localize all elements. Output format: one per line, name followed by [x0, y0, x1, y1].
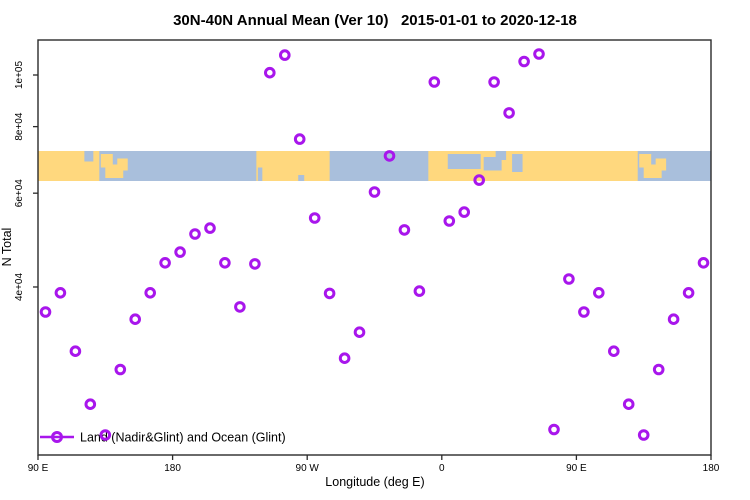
- data-point: [323, 287, 336, 300]
- plot-border: [37, 39, 712, 456]
- data-point: [533, 48, 545, 60]
- sea-patch: [447, 154, 481, 169]
- data-point: [159, 257, 171, 269]
- data-point: [398, 224, 411, 236]
- y-tick-label: 4e+04: [14, 273, 25, 302]
- data-point: [234, 301, 246, 313]
- data-point: [488, 76, 500, 88]
- sea-patch: [483, 157, 502, 171]
- data-point: [144, 287, 156, 299]
- sea-patch: [512, 154, 523, 172]
- data-point: [697, 257, 710, 269]
- data-point: [667, 313, 680, 326]
- sea-patch: [495, 151, 507, 160]
- data-point: [637, 429, 650, 441]
- x-axis: 90 E 180 90 W 0 90 E 180: [28, 455, 720, 474]
- map-band: [38, 151, 711, 181]
- island-patch: [100, 154, 113, 168]
- x-tick-label: 180: [164, 463, 181, 474]
- data-points: [39, 48, 710, 441]
- data-point: [204, 222, 216, 234]
- data-point: [99, 429, 112, 441]
- data-point: [129, 313, 141, 326]
- island-patch: [639, 154, 652, 168]
- data-point: [428, 76, 441, 88]
- y-tick-label: 8e+04: [14, 112, 25, 141]
- data-point: [518, 55, 530, 68]
- sea-patch: [298, 175, 305, 181]
- data-point: [682, 287, 695, 299]
- data-point: [338, 352, 351, 365]
- island-patch: [655, 158, 667, 171]
- data-point: [563, 273, 575, 285]
- land-segment: [256, 151, 330, 181]
- data-point: [293, 133, 306, 145]
- x-tick-label: 90 E: [566, 463, 587, 474]
- data-point: [548, 423, 560, 436]
- data-point: [264, 66, 276, 79]
- data-point: [69, 345, 82, 358]
- x-tick-label: 90 W: [296, 463, 320, 474]
- legend: Land (Nadir&Glint) and Ocean (Glint): [40, 431, 286, 445]
- data-point: [249, 258, 261, 270]
- data-point: [114, 363, 127, 376]
- x-tick-label: 0: [439, 463, 445, 474]
- data-point: [413, 285, 426, 297]
- x-axis-label: Longitude (deg E): [325, 475, 424, 489]
- data-point: [593, 287, 605, 299]
- data-point: [578, 306, 590, 318]
- x-tick-label: 180: [703, 463, 720, 474]
- data-point: [308, 212, 321, 224]
- data-point: [622, 398, 635, 411]
- data-point: [652, 363, 665, 376]
- y-tick-label: 1e+05: [14, 61, 25, 90]
- data-point: [608, 345, 620, 358]
- island-patch: [117, 158, 128, 171]
- legend-label: Land (Nadir&Glint) and Ocean (Glint): [80, 431, 286, 445]
- x-tick-label: 90 E: [28, 463, 49, 474]
- data-point: [353, 326, 366, 339]
- data-point: [383, 150, 396, 162]
- sea-patch: [257, 167, 263, 181]
- data-point: [39, 306, 52, 318]
- y-tick-label: 6e+04: [14, 179, 25, 208]
- data-point: [368, 186, 381, 198]
- y-axis: 1e+05 8e+04 6e+04 4e+04: [14, 61, 38, 302]
- data-point: [503, 107, 515, 119]
- data-point: [189, 228, 201, 240]
- sea-patch: [84, 151, 94, 162]
- legend-marker-icon: [51, 431, 63, 443]
- data-point: [54, 287, 67, 299]
- y-axis-label: N Total: [0, 228, 14, 267]
- data-point: [458, 206, 471, 218]
- data-point: [219, 257, 231, 269]
- data-point: [84, 398, 97, 411]
- data-point: [443, 215, 456, 227]
- data-point: [473, 174, 486, 186]
- data-point: [174, 246, 186, 258]
- data-point: [279, 49, 291, 61]
- chart-title: 30N-40N Annual Mean (Ver 10) 2015-01-01 …: [173, 12, 577, 29]
